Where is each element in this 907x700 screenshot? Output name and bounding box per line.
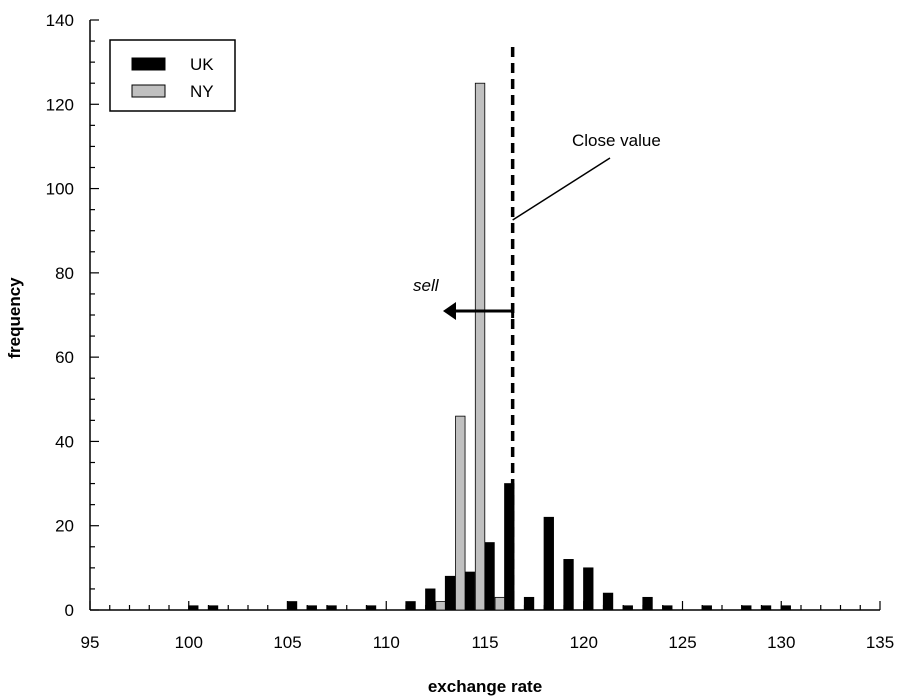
bar-uk — [642, 596, 653, 611]
x-tick-label: 135 — [866, 633, 894, 652]
legend: UK NY — [109, 39, 236, 112]
sell-arrow-head — [443, 302, 456, 320]
bar-uk — [306, 605, 317, 611]
x-tick-label: 125 — [668, 633, 696, 652]
x-tick-label: 110 — [373, 633, 400, 652]
bar-uk — [563, 559, 574, 611]
bar-uk — [760, 605, 772, 611]
bar-ny — [455, 415, 466, 611]
bar-uk — [662, 605, 673, 611]
sell-label: sell — [413, 276, 440, 295]
legend-label-uk: UK — [190, 55, 214, 74]
y-tick-label: 80 — [55, 264, 74, 283]
bar-uk — [444, 575, 456, 611]
axes: 0 20 40 60 80 100 120 140 95 100 105 110 115 120 125 13… — [46, 11, 895, 652]
bar-uk — [543, 516, 554, 611]
bar-uk — [602, 592, 614, 611]
bar-uk — [464, 571, 475, 611]
x-tick-label: 95 — [81, 633, 100, 652]
y-tick-label: 140 — [46, 11, 74, 30]
bar-uk — [622, 605, 633, 611]
x-tick-label: 120 — [570, 633, 598, 652]
y-tick-label: 100 — [46, 180, 74, 199]
bar-uk — [286, 601, 298, 611]
close-value-label: Close value — [572, 131, 661, 150]
x-tick-label: 115 — [471, 633, 498, 652]
bar-uk — [484, 542, 495, 611]
legend-swatch-ny — [131, 84, 166, 98]
bar-uk — [701, 605, 712, 611]
x-axis-label: exchange rate — [428, 677, 542, 696]
bar-uk — [405, 601, 416, 611]
legend-label-ny: NY — [190, 82, 214, 101]
bar-uk — [326, 605, 337, 611]
x-tick-label: 105 — [273, 633, 301, 652]
bar-ny — [435, 601, 446, 611]
bar-uk — [188, 605, 199, 611]
bars — [188, 82, 791, 611]
y-axis-label: frequency — [5, 277, 24, 359]
x-tick-label: 130 — [767, 633, 795, 652]
y-tick-label: 120 — [46, 95, 74, 114]
bar-ny — [474, 82, 486, 611]
bar-uk — [365, 605, 377, 611]
close-value-leader — [512, 157, 611, 221]
bar-uk — [523, 596, 535, 611]
bar-uk — [207, 605, 219, 611]
annotations — [443, 47, 611, 610]
y-tick-label: 60 — [55, 348, 74, 367]
y-tick-label: 40 — [55, 432, 74, 451]
bar-uk — [583, 567, 594, 611]
bar-uk — [780, 605, 791, 611]
legend-box — [109, 39, 236, 112]
bar-ny — [494, 596, 505, 611]
y-tick-label: 0 — [65, 601, 74, 620]
bar-uk — [741, 605, 752, 611]
y-tick-label: 20 — [55, 517, 74, 536]
bar-uk — [425, 588, 436, 611]
legend-swatch-uk — [131, 57, 166, 71]
x-tick-label: 100 — [175, 633, 203, 652]
